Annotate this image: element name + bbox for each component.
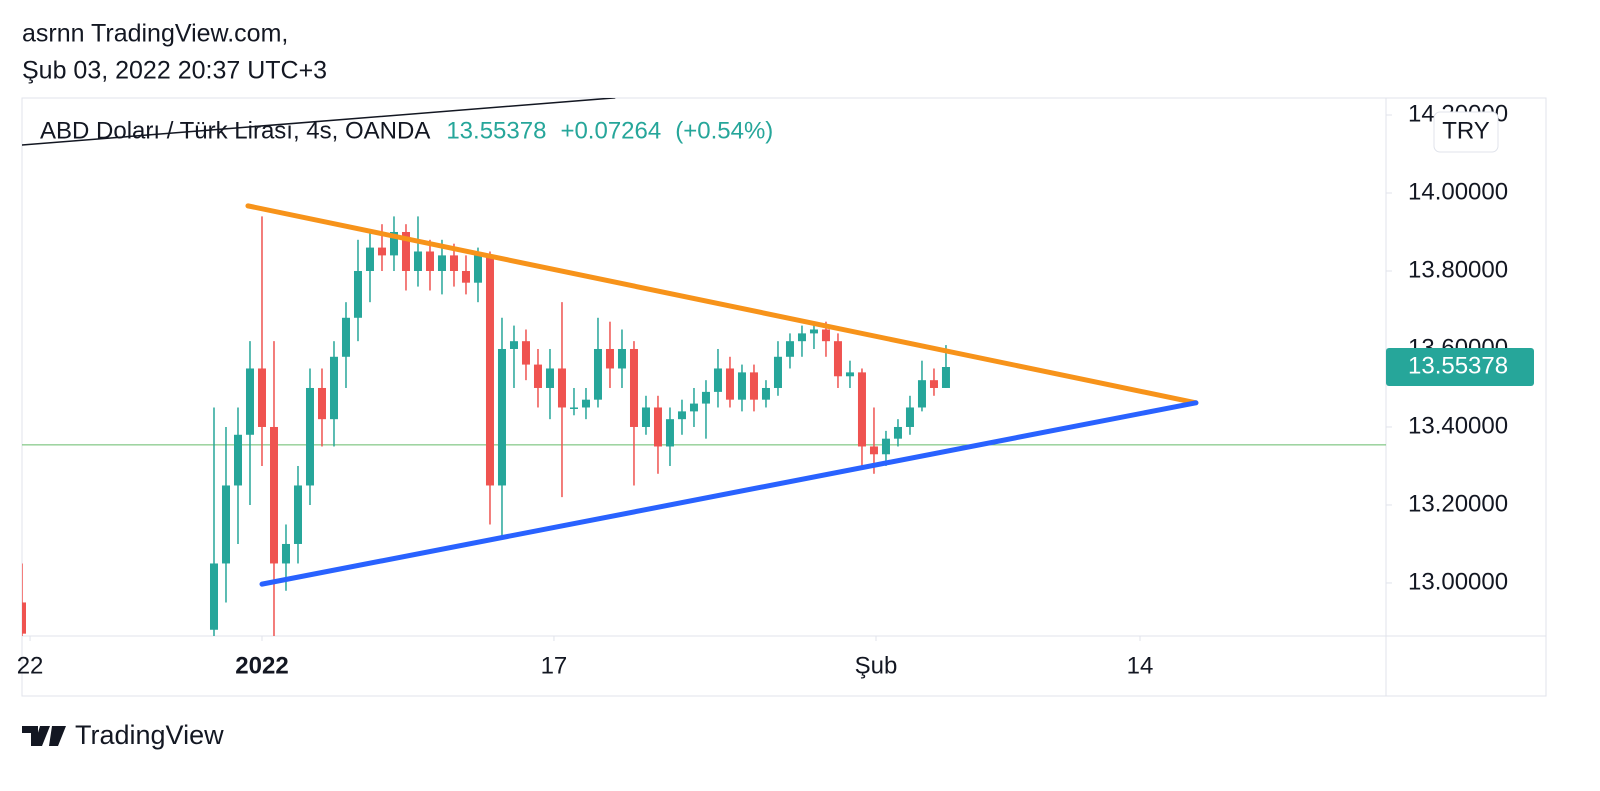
candle-body	[737, 372, 746, 400]
y-tick-label: 13.00000	[1408, 568, 1508, 595]
candle-body	[809, 329, 818, 334]
candle-body	[881, 438, 890, 455]
candle-body	[893, 426, 902, 439]
x-tick-label: 17	[541, 652, 568, 679]
candle-body	[641, 407, 650, 427]
candle-body	[449, 255, 458, 271]
logo-icon	[22, 726, 66, 746]
candle-body	[701, 391, 710, 404]
candle-body	[581, 399, 590, 408]
candle-body	[917, 380, 926, 408]
candle-body	[857, 372, 866, 447]
candle-body	[665, 419, 674, 447]
candle-body	[22, 602, 26, 634]
candle-body	[845, 372, 854, 377]
candle-body	[281, 543, 290, 564]
candle-body	[245, 368, 254, 435]
candle-body	[629, 348, 638, 427]
logo: TradingView	[22, 720, 224, 750]
candle-body	[605, 348, 614, 369]
candle-body	[785, 341, 794, 357]
x-tick-label: 2022	[235, 652, 288, 679]
candle-body	[317, 387, 326, 420]
candle-body	[425, 251, 434, 271]
candle-body	[389, 231, 398, 256]
candle-body	[377, 247, 386, 256]
candle-body	[821, 329, 830, 342]
candle-body	[437, 255, 446, 271]
candle-body	[221, 485, 230, 564]
candle-body	[305, 387, 314, 486]
candle-body	[233, 434, 242, 486]
candle-body	[725, 368, 734, 400]
currency: TRY	[1442, 117, 1490, 144]
trend-line	[259, 400, 1199, 587]
candle-body	[677, 411, 686, 420]
x-tick-label: 14	[1127, 652, 1154, 679]
candle-body	[929, 380, 938, 388]
candle-body	[485, 255, 494, 486]
author: asrnn TradingView.com,	[22, 20, 288, 48]
axes: 13.0000013.2000013.4000013.6000013.80000…	[17, 100, 1508, 679]
y-tick-label: 13.80000	[1408, 256, 1508, 283]
candle-body	[905, 407, 914, 427]
last-price-marker	[1386, 348, 1534, 387]
frame	[21, 97, 1547, 697]
y-tick-label: 13.20000	[1408, 490, 1508, 517]
date: Şub 03, 2022 20:37 UTC+3	[22, 57, 327, 85]
legend-change: +0.07264	[560, 117, 661, 144]
candle-body	[533, 364, 542, 388]
candle-body	[797, 333, 806, 342]
candle-body	[833, 341, 842, 377]
candle-body	[353, 270, 362, 318]
candle-body	[401, 231, 410, 271]
x-tick-label: 22	[17, 652, 44, 679]
candle-body	[941, 367, 950, 388]
candle-body	[341, 317, 350, 357]
candle-body	[593, 348, 602, 400]
candle-body	[329, 356, 338, 420]
candle-body	[569, 407, 578, 409]
symbol: ABD Doları / Türk Lirası, 4s, OANDA	[40, 117, 430, 144]
plot	[22, 98, 1386, 636]
candle-body	[257, 368, 266, 427]
last-price-label: 13.55378	[1408, 352, 1508, 379]
x-tick-label: Şub	[855, 652, 898, 679]
candle-body	[689, 403, 698, 412]
trend-line	[22, 98, 616, 146]
legend-price: 13.55378	[446, 117, 546, 144]
y-tick-label: 13.40000	[1408, 412, 1508, 439]
candle-body	[521, 341, 530, 365]
candle-body	[545, 368, 554, 388]
candle-body	[509, 341, 518, 349]
candle-body	[869, 446, 878, 455]
legend-change-percent: (+0.54%)	[675, 117, 773, 144]
candle-body	[557, 368, 566, 408]
y-tick-label: 14.00000	[1408, 178, 1508, 205]
candle-body	[749, 372, 758, 400]
candle-body	[617, 348, 626, 369]
currency-box	[1433, 111, 1499, 153]
candle-body	[473, 255, 482, 283]
candle-body	[461, 270, 470, 283]
candle-body	[497, 348, 506, 486]
candle-body	[293, 485, 302, 544]
trend-line	[245, 203, 1199, 406]
candle-body	[209, 563, 218, 630]
candle-body	[773, 356, 782, 388]
candle-body	[413, 251, 422, 271]
candle-body	[653, 407, 662, 447]
candle-body	[269, 426, 278, 564]
candle-body	[761, 387, 770, 400]
brand: TradingView	[75, 720, 224, 750]
candle-body	[713, 368, 722, 392]
candle-body	[365, 247, 374, 271]
